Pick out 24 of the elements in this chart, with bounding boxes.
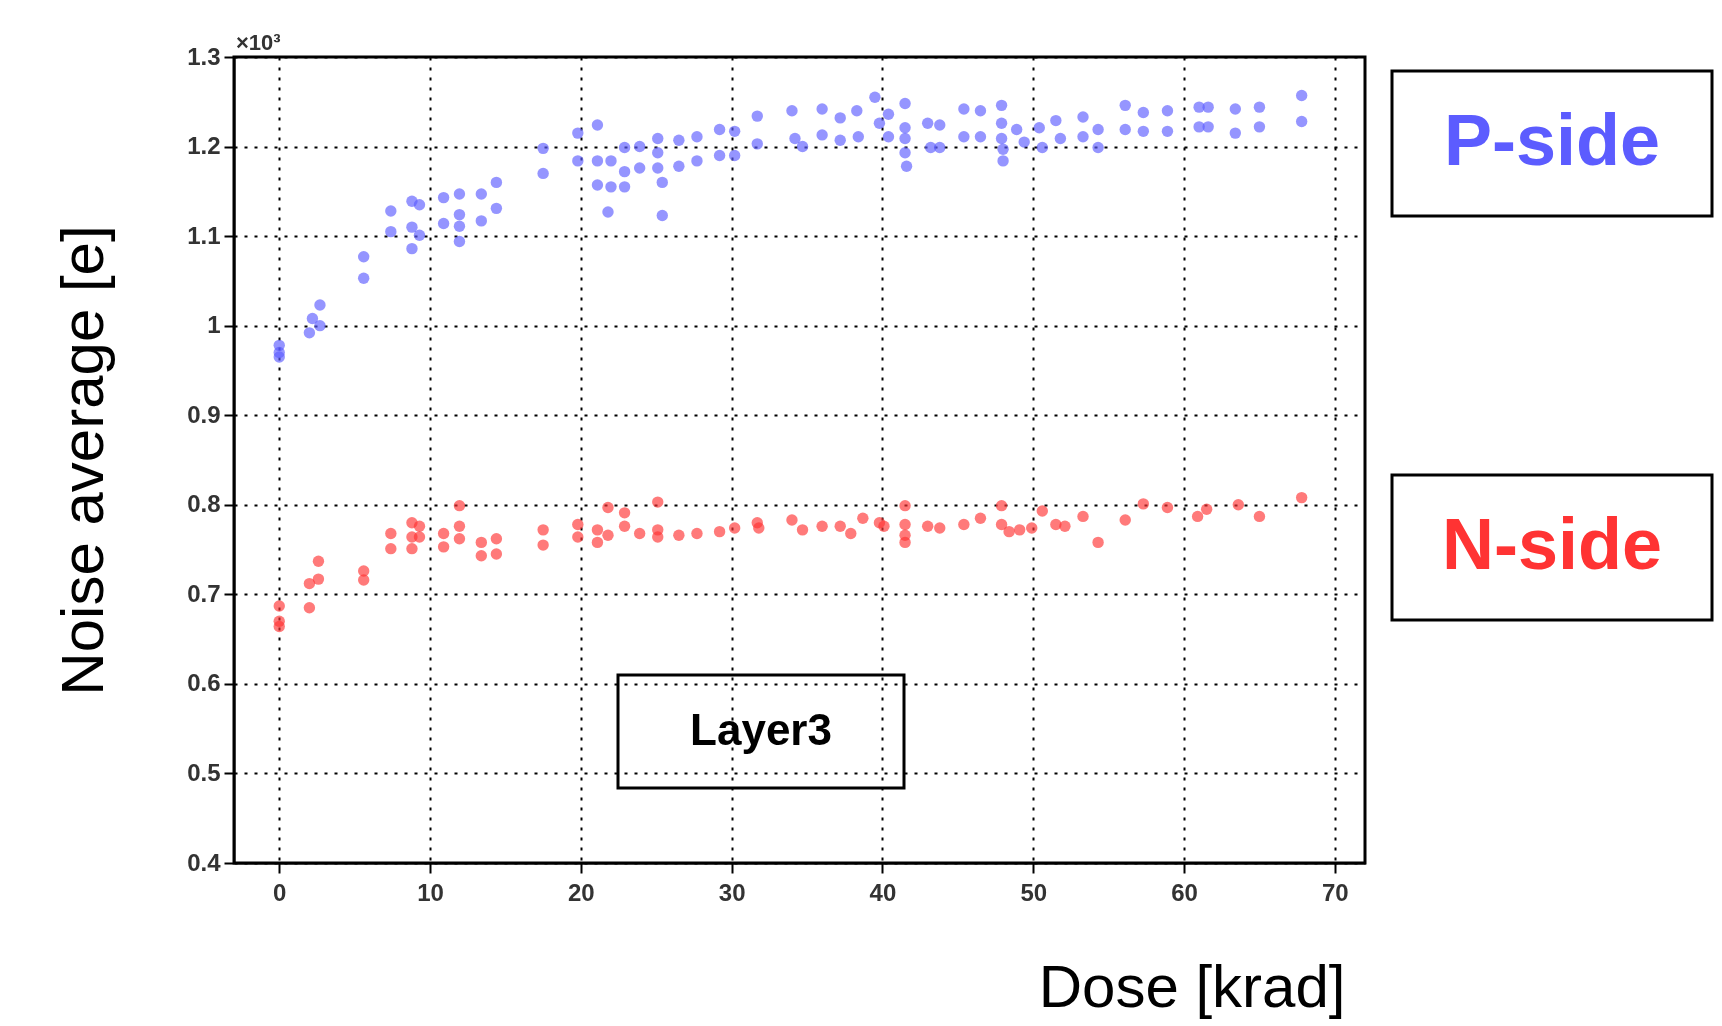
x-tick-label: 10 [417,878,444,906]
x-tick-label: 30 [718,878,746,906]
y-tick-label: 0.7 [187,579,221,607]
x-tick-label: 20 [567,878,595,906]
x-tick-label: 0 [273,878,287,906]
x-tick-label: 50 [1020,878,1048,906]
y-axis-title: Noise average [e] [48,225,116,696]
y-tick-label: 0.5 [187,758,221,786]
y-tick-label: 0.9 [187,400,221,428]
text: ×10³ [236,30,281,55]
y-tick-label: 1.2 [187,132,221,160]
annotation: Layer3 [690,705,832,754]
y-tick-label: 1.1 [187,221,221,249]
y-tick-label: 0.8 [187,490,221,518]
series-label: P-side [1443,100,1661,180]
y-tick-label: 0.4 [187,848,222,876]
x-tick-label: 40 [869,878,897,906]
y-tick-label: 1.3 [187,42,221,70]
series-label: N-side [1441,504,1663,584]
x-tick-label: 70 [1321,878,1349,906]
x-tick-label: 60 [1171,878,1198,906]
y-tick-label: 1 [207,311,221,339]
y-tick-label: 0.6 [187,669,221,697]
x-axis-title: Dose [krad] [1038,952,1346,1020]
